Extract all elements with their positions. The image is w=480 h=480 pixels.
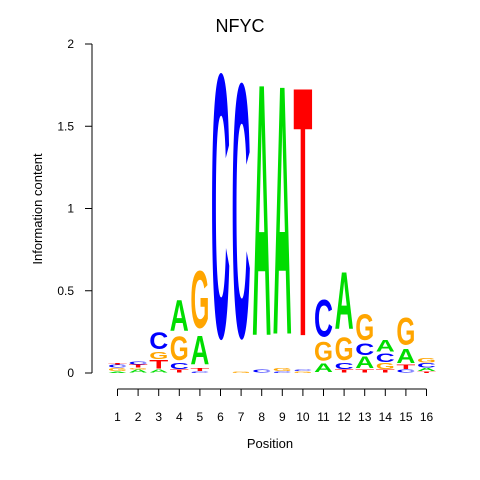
letter-a: A [252,9,271,412]
letter-a: A [376,337,395,356]
y-tick-label: 1 [67,202,74,216]
letter-t: T [355,369,375,374]
letter-c: C [293,369,312,371]
x-tick-label: 10 [296,410,310,424]
letter-c: C [314,288,333,348]
letter-t: T [108,363,128,365]
x-tick-label: 7 [238,410,245,424]
position-stack: CGA [273,11,292,410]
letter-g: G [108,367,127,372]
letter-a: A [170,291,189,341]
letter-g: G [232,371,251,373]
x-axis: 1 2 3 4 5 6 7 8 9 10 11 12 13 14 15 16 [114,388,434,424]
letter-t: T [335,369,355,374]
position-stack: GC [232,8,251,414]
letter-a: A [129,369,149,374]
letter-c: C [252,369,272,374]
letter-g: G [335,332,354,368]
letter-t: T [417,371,437,373]
letter-g: G [417,357,436,364]
chart-title: NFYC [216,16,265,36]
letter-t: T [396,364,415,371]
letter-a: A [149,369,169,374]
letter-c: C [232,8,251,414]
y-tick-label: 1.5 [57,119,74,133]
x-tick-label: 11 [317,410,330,424]
letter-a: A [417,367,437,372]
letter-c: C [129,361,149,366]
letter-g: G [129,368,148,370]
letter-a: A [335,255,354,347]
letter-g: G [396,310,415,353]
x-tick-label: 4 [176,410,183,424]
x-tick-label: 5 [197,410,204,424]
letter-c: C [190,371,209,373]
y-tick-label: 0 [67,366,74,380]
y-tick-label: 2 [67,37,74,51]
letter-c: C [108,364,128,369]
x-tick-label: 16 [420,410,434,424]
letter-c: C [417,362,436,369]
x-tick-label: 6 [217,410,224,424]
y-tick-label: 0.5 [57,284,74,298]
letter-t: T [170,369,190,374]
letter-a: A [190,328,209,373]
letter-c: C [149,328,168,355]
letter-g: G [170,330,189,368]
letter-t: T [376,369,396,374]
letter-a: A [355,353,374,372]
x-tick-label: 14 [379,410,393,424]
x-axis-label: Position [247,436,293,451]
letter-c: C [273,371,292,373]
letter-g: G [314,338,333,367]
x-tick-label: 8 [258,410,265,424]
x-tick-label: 1 [114,410,121,424]
letter-g: G [273,367,292,372]
x-tick-label: 3 [155,410,162,424]
x-tick-label: 2 [135,410,142,424]
letter-c: C [376,351,395,365]
letter-a: A [273,11,292,410]
letter-a: A [314,361,333,375]
letter-a: A [108,371,127,373]
letter-c: C [335,362,354,371]
letter-g: G [376,362,395,371]
letter-g: G [293,371,312,373]
letter-g: G [355,307,374,348]
letter-c: C [396,369,416,374]
position-stack: AGC [314,288,333,374]
letter-t: T [293,13,312,412]
position-stack: C [211,0,230,417]
letter-c: C [211,0,230,417]
letter-a: A [396,345,415,368]
position-stack: CA [252,9,272,412]
y-axis: 0 0.5 1 1.5 2 [57,37,93,380]
letter-t: T [129,364,149,369]
x-tick-label: 12 [337,410,351,424]
position-stack: GCT [293,13,312,412]
letter-g: G [149,350,168,361]
x-tick-label: 9 [279,410,286,424]
letter-t: T [190,367,210,372]
letter-g: G [190,253,209,345]
letter-c: C [355,340,374,359]
letter-c: C [170,362,189,371]
x-tick-label: 15 [399,410,413,424]
x-tick-label: 13 [358,410,372,424]
letter-t: T [149,358,169,371]
y-axis-label: Information content [30,153,45,265]
